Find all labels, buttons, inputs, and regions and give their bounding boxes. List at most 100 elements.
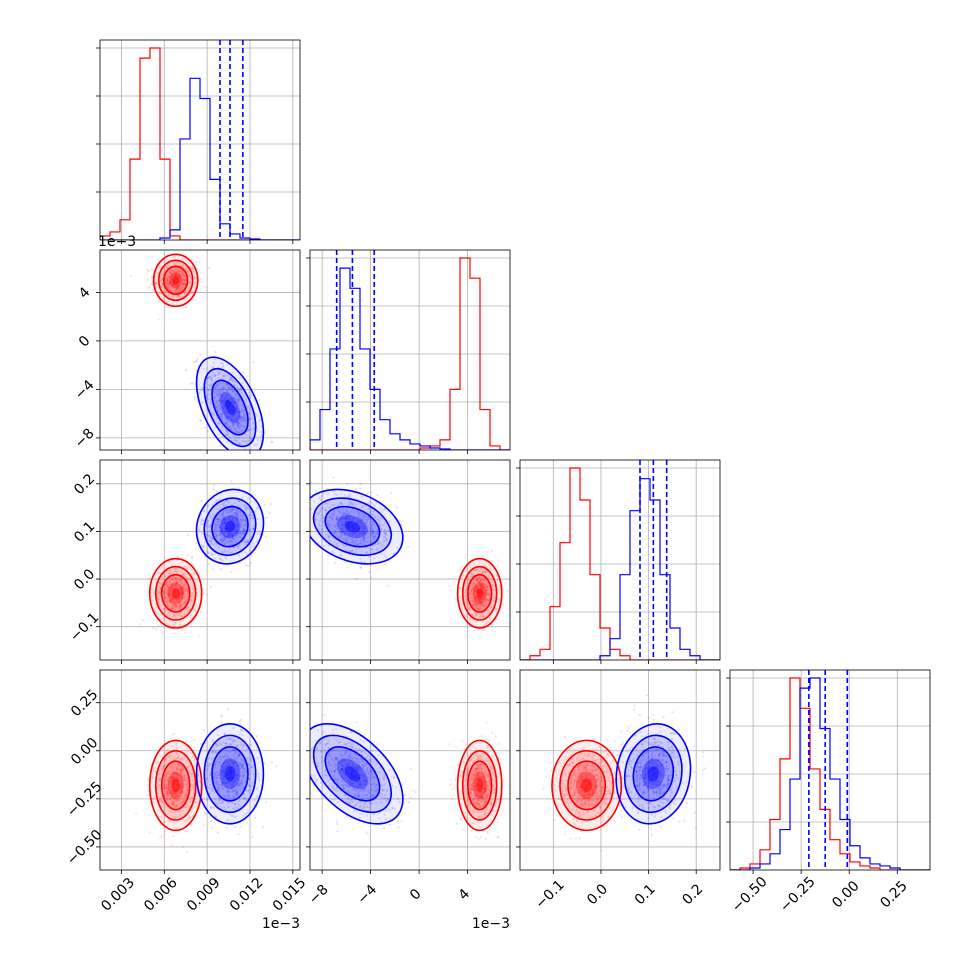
scatter-point <box>224 422 227 425</box>
scatter-point <box>179 270 182 273</box>
scatter-point <box>215 500 218 503</box>
scatter-point <box>194 398 197 401</box>
scatter-point <box>222 539 225 543</box>
scatter-point <box>168 595 171 599</box>
scatter-point <box>231 423 234 426</box>
scatter-point <box>162 592 166 595</box>
scatter-point <box>205 286 208 289</box>
scatter-point <box>478 576 481 579</box>
scatter-point <box>240 415 243 419</box>
scatter-point <box>250 513 253 517</box>
scatter-point <box>168 599 171 602</box>
scatter-point <box>502 611 505 614</box>
scatter-point <box>340 515 343 518</box>
scatter-point <box>483 600 486 603</box>
scatter-point <box>221 511 224 514</box>
scatter-point <box>183 565 186 568</box>
scatter-point <box>469 565 472 568</box>
scatter-point <box>187 765 190 768</box>
density-contour-red <box>172 276 180 285</box>
scatter-point <box>157 602 161 605</box>
scatter-point <box>476 580 479 584</box>
scatter-point <box>221 538 224 541</box>
scatter-point <box>236 423 239 426</box>
scatter-point <box>169 282 172 285</box>
scatter-point <box>229 428 232 431</box>
scatter-point <box>490 606 493 609</box>
scatter-point <box>169 598 172 601</box>
scatter-point <box>221 387 224 391</box>
scatter-point <box>219 415 222 418</box>
scatter-point <box>167 623 171 626</box>
scatter-point <box>164 276 167 280</box>
scatter-point <box>201 544 204 548</box>
scatter-point <box>482 579 486 582</box>
scatter-point <box>148 831 151 834</box>
scatter-point <box>512 560 514 562</box>
scatter-point <box>222 386 225 389</box>
scatter-point <box>484 570 487 573</box>
scatter-point <box>265 516 269 519</box>
scatter-point <box>478 607 482 611</box>
scatter-point <box>185 586 188 589</box>
scatter-point <box>211 553 215 557</box>
scatter-point <box>227 388 230 391</box>
scatter-point <box>183 281 186 284</box>
scatter-point <box>241 503 245 506</box>
scatter-point <box>206 504 209 508</box>
scatter-point <box>220 530 223 533</box>
scatter-point <box>485 585 489 588</box>
scatter-point <box>243 413 246 416</box>
scatter-point <box>158 587 161 590</box>
scatter-point <box>376 532 379 535</box>
scatter-point <box>248 417 251 420</box>
scatter-point <box>172 732 176 735</box>
scatter-point <box>237 416 240 419</box>
scatter-point <box>167 583 170 586</box>
scatter-point <box>165 621 168 624</box>
scatter-point <box>224 516 227 519</box>
scatter-point <box>241 531 245 535</box>
scatter-point <box>226 434 229 437</box>
scatter-point <box>333 525 337 528</box>
histogram-red <box>100 47 300 240</box>
scatter-point <box>352 502 355 505</box>
scatter-point <box>239 510 242 513</box>
scatter-point <box>254 412 257 415</box>
scatter-point <box>193 283 196 286</box>
scatter-point <box>334 523 337 527</box>
scatter-point <box>192 267 195 270</box>
scatter-point <box>474 589 477 592</box>
scatter-point <box>469 575 472 579</box>
scatter-point <box>168 589 171 592</box>
scatter-point <box>225 423 228 426</box>
scatter-point <box>475 583 478 586</box>
scatter-point <box>475 579 478 582</box>
scatter-point <box>225 393 228 397</box>
scatter-point <box>371 548 374 552</box>
scatter-point <box>169 280 172 283</box>
scatter-point <box>178 605 181 608</box>
scatter-point <box>245 505 248 508</box>
scatter-point <box>176 580 179 583</box>
scatter-point <box>235 418 238 421</box>
scatter-point <box>270 441 273 444</box>
scatter-point <box>175 576 178 580</box>
scatter-point <box>170 272 173 275</box>
scatter-point <box>460 609 464 612</box>
scatter-point <box>479 579 482 582</box>
scatter-point <box>166 300 169 304</box>
scatter-point <box>231 388 234 392</box>
scatter-point <box>213 528 216 531</box>
scatter-point <box>479 598 483 601</box>
panel-3-0: −0.50−0.250.000.250.003 0.006 0.009 0.012 0.… <box>64 669 309 932</box>
scatter-point <box>181 591 185 594</box>
scatter-point <box>462 828 465 831</box>
scatter-point <box>225 511 228 514</box>
scatter-point <box>472 599 475 602</box>
scatter-point <box>469 584 472 587</box>
scatter-point <box>193 395 196 398</box>
scatter-point <box>178 277 182 280</box>
scatter-point <box>177 605 180 608</box>
scatter-point <box>173 598 176 601</box>
